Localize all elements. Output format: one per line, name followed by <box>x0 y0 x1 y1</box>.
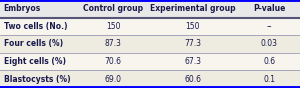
Bar <box>0 35 300 53</box>
Text: 0.1: 0.1 <box>263 75 275 84</box>
Text: Two cells (No.): Two cells (No.) <box>4 22 67 31</box>
Text: 60.6: 60.6 <box>184 75 201 84</box>
Text: 0.03: 0.03 <box>261 40 278 48</box>
Bar <box>0 0 300 18</box>
Bar <box>0 70 300 88</box>
Text: 67.3: 67.3 <box>184 57 201 66</box>
Text: Experimental group: Experimental group <box>150 4 236 13</box>
Text: Embryos: Embryos <box>4 4 41 13</box>
Text: Four cells (%): Four cells (%) <box>4 40 63 48</box>
Text: 77.3: 77.3 <box>184 40 201 48</box>
Text: 70.6: 70.6 <box>105 57 122 66</box>
Text: --: -- <box>266 22 272 31</box>
Bar <box>0 18 300 35</box>
Text: Control group: Control group <box>83 4 143 13</box>
Text: 150: 150 <box>185 22 200 31</box>
Text: 0.6: 0.6 <box>263 57 275 66</box>
Text: 87.3: 87.3 <box>105 40 122 48</box>
Text: 150: 150 <box>106 22 121 31</box>
Text: 69.0: 69.0 <box>105 75 122 84</box>
Text: Blastocysts (%): Blastocysts (%) <box>4 75 70 84</box>
Text: Eight cells (%): Eight cells (%) <box>4 57 66 66</box>
Text: P-value: P-value <box>253 4 285 13</box>
Bar <box>0 53 300 70</box>
